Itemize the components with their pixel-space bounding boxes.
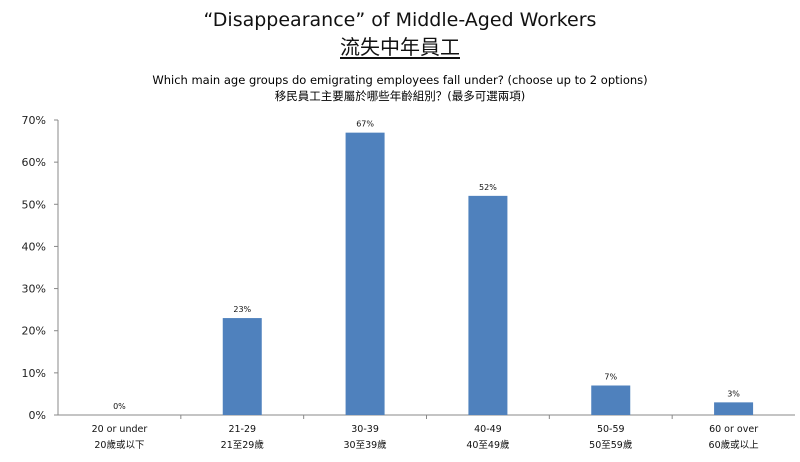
y-tick-label: 30%	[22, 283, 46, 296]
category-label-en: 20 or under	[92, 424, 148, 435]
y-tick-label: 70%	[22, 114, 46, 127]
question-english: Which main age groups do emigrating empl…	[152, 73, 648, 87]
bar	[345, 132, 385, 415]
bar	[222, 318, 262, 415]
category-label-en: 40-49	[474, 424, 502, 435]
category-label-zh: 20歲或以下	[94, 439, 144, 451]
category-label-en: 60 or over	[709, 424, 758, 435]
category-label-zh: 40至49歲	[466, 439, 510, 451]
bar	[714, 402, 754, 415]
category-label-zh: 21至29歲	[221, 439, 265, 451]
category-label-zh: 60歲或以上	[709, 439, 760, 451]
y-tick-label: 40%	[22, 240, 46, 253]
data-label: 3%	[727, 389, 740, 398]
data-label: 23%	[233, 305, 251, 314]
category-label-en: 30-39	[351, 424, 379, 435]
y-tick-label: 10%	[22, 367, 46, 380]
data-label: 7%	[604, 373, 617, 382]
y-tick-label: 20%	[22, 325, 46, 338]
category-label-en: 21-29	[228, 424, 256, 435]
category-label-zh: 50至59歲	[589, 439, 633, 451]
data-label: 67%	[356, 120, 374, 129]
y-tick-label: 50%	[22, 198, 46, 211]
question-chinese: 移民員工主要屬於哪些年齡組別？(最多可選兩項)	[274, 89, 526, 103]
bar	[591, 385, 631, 415]
data-label: 52%	[479, 183, 497, 192]
bar	[468, 195, 508, 415]
y-tick-label: 0%	[29, 409, 46, 422]
footnote	[4, 455, 384, 462]
chart-subtitle-text: 流失中年員工	[340, 35, 460, 59]
chart-title: “Disappearance” of Middle-Aged Workers	[203, 9, 597, 31]
chart-subtitle: 流失中年員工	[0, 34, 800, 60]
y-tick-label: 60%	[22, 156, 46, 169]
category-label-zh: 30至39歲	[343, 439, 387, 451]
category-label-en: 50-59	[597, 424, 625, 435]
data-label: 0%	[113, 402, 126, 411]
